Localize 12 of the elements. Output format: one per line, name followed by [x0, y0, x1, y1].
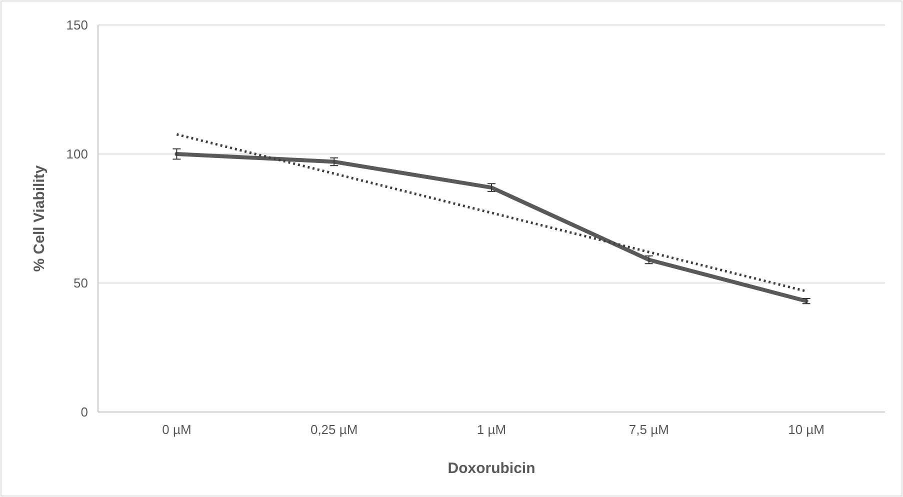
x-tick-label: 0 µM: [162, 422, 192, 437]
x-axis-title: Doxorubicin: [448, 460, 536, 477]
y-tick-label: 150: [66, 18, 88, 33]
x-tick-label: 0,25 µM: [310, 422, 358, 437]
y-tick-label: 100: [66, 146, 88, 162]
line-series: [174, 152, 808, 304]
x-tick-label: 1 µM: [476, 422, 506, 437]
y-axis-title: % Cell Viability: [31, 164, 48, 272]
x-tick-label: 10 µM: [788, 422, 825, 437]
x-tick-label: 7,5 µM: [628, 422, 669, 437]
y-tick-label: 0: [80, 404, 88, 420]
y-tick-label: 50: [74, 276, 88, 291]
